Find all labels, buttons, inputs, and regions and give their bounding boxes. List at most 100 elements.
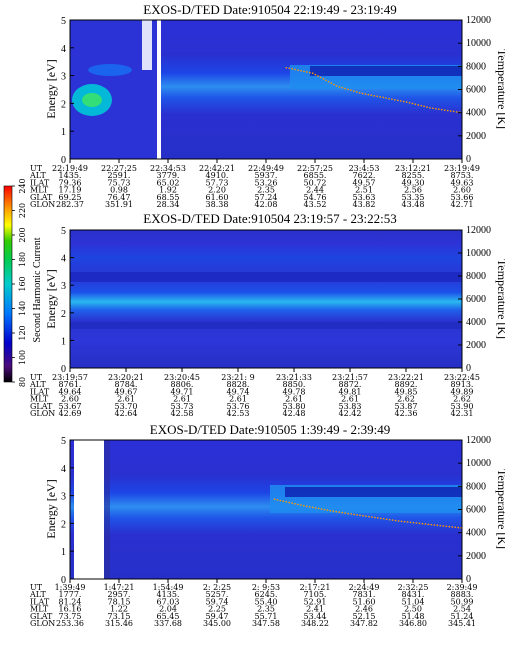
- colorbar-label: Second Harmonic Current: [32, 237, 43, 342]
- y2-tick-label: 6000: [466, 294, 486, 305]
- table-row-label: MLT: [30, 186, 49, 195]
- y2-tick-label: 0: [466, 574, 471, 585]
- table-cell: 42.58: [171, 409, 194, 418]
- table-cell: 57.73: [206, 178, 229, 187]
- y2-tick-label: 0: [466, 363, 471, 374]
- table-cell: 22:49:49: [248, 164, 284, 173]
- table-row-label: ILAT: [30, 387, 50, 396]
- y-tick-label: 5: [61, 436, 66, 447]
- table-cell: 2:39:49: [447, 583, 478, 592]
- table-cell: 8892.: [395, 380, 418, 389]
- table-row-label: GLON: [30, 200, 55, 209]
- table-cell: 8806.: [171, 380, 194, 389]
- table-cell: 2.56: [404, 186, 422, 195]
- table-cell: 49.57: [353, 178, 376, 187]
- y2-tick-label: 10000: [466, 248, 491, 259]
- table-cell: 2.54: [453, 605, 471, 614]
- table-row-label: GLAT: [30, 612, 53, 621]
- panel-2-dark-band: [70, 272, 462, 282]
- panel-1-y2label: Temperature [K]: [495, 49, 505, 129]
- table-cell: 2:17:21: [300, 583, 331, 592]
- table-cell: 53.83: [339, 402, 362, 411]
- table-cell: 1:47:21: [104, 583, 135, 592]
- panel-2-ylabel: Energy [eV]: [44, 269, 58, 328]
- y-tick-label: 1: [61, 127, 66, 138]
- table-cell: 22:42:21: [199, 164, 235, 173]
- table-cell: 42.48: [283, 409, 306, 418]
- table-cell: 68.55: [157, 193, 180, 202]
- table-cell: 61.60: [206, 193, 229, 202]
- table-cell: 337.68: [154, 619, 182, 628]
- table-cell: 2.61: [229, 395, 247, 404]
- table-cell: 347.82: [350, 619, 378, 628]
- panel-3-gap: [74, 440, 104, 579]
- table-cell: 8872.: [339, 380, 362, 389]
- y-tick-label: 2: [61, 309, 66, 320]
- table-cell: 2.61: [173, 395, 191, 404]
- panel-3-y2-ticks: 0 2000 4000 6000 8000 10000 12000: [458, 435, 491, 585]
- table-cell: 53.35: [402, 193, 425, 202]
- table-cell: 42.31: [451, 409, 474, 418]
- y2-tick-label: 6000: [466, 505, 486, 516]
- panel-3-title: EXOS-D/TED Date:910505 1:39:49 - 2:39:49: [150, 422, 390, 437]
- panel-2-y2-ticks: 0 2000 4000 6000 8000 10000 12000: [458, 225, 491, 374]
- table-cell: 51.48: [402, 612, 425, 621]
- table-cell: 16.16: [59, 605, 82, 614]
- table-cell: 8784.: [115, 380, 138, 389]
- panel-1-gap-b: [157, 20, 161, 159]
- table-cell: 49.67: [115, 387, 138, 396]
- table-cell: 53.26: [255, 178, 278, 187]
- table-cell: 52.15: [353, 612, 376, 621]
- table-cell: 2:32:25: [398, 583, 429, 592]
- table-cell: 1435.: [59, 171, 82, 180]
- colorbar-tick-label: 180: [18, 252, 27, 267]
- table-cell: 8255.: [402, 171, 425, 180]
- table-cell: 23:21:57: [332, 373, 368, 382]
- table-cell: 2.62: [453, 395, 471, 404]
- table-cell: 1777.: [59, 590, 82, 599]
- y-tick-label: 3: [61, 281, 66, 292]
- y2-tick-label: 4000: [466, 528, 486, 539]
- table-cell: 8761.: [59, 380, 82, 389]
- table-cell: 23:22:45: [444, 373, 480, 382]
- table-cell: 6855.: [304, 171, 327, 180]
- y2-tick-label: 0: [466, 154, 471, 165]
- table-cell: 345.00: [203, 619, 231, 628]
- table-cell: 1:39:49: [55, 583, 86, 592]
- table-cell: 8828.: [227, 380, 250, 389]
- table-cell: 6245.: [255, 590, 278, 599]
- y-tick-label: 4: [61, 254, 66, 265]
- table-cell: 22:34:53: [150, 164, 186, 173]
- table-cell: 53.63: [353, 193, 376, 202]
- table-cell: 22:19:49: [52, 164, 88, 173]
- table-cell: 51.04: [402, 597, 425, 606]
- panel-1-streak: [88, 64, 132, 76]
- table-cell: 53.73: [171, 402, 194, 411]
- table-cell: 2: 9:53: [252, 583, 280, 592]
- table-cell: 42.64: [115, 409, 138, 418]
- panel-1-ylabel: Energy [eV]: [44, 59, 58, 118]
- table-cell: 42.53: [227, 409, 250, 418]
- colorbar-tick-label: 100: [18, 350, 27, 365]
- y2-tick-label: 10000: [466, 458, 491, 469]
- table-cell: 79.36: [59, 178, 82, 187]
- table-cell: 2:24:49: [349, 583, 380, 592]
- y-tick-label: 2: [61, 99, 66, 110]
- y-tick-label: 1: [61, 336, 66, 347]
- panel-1-temperature-trace: [285, 66, 463, 114]
- y-tick-label: 0: [61, 155, 66, 166]
- table-cell: 52.91: [304, 597, 327, 606]
- table-row-label: UT: [30, 164, 43, 173]
- table-cell: 49.64: [59, 387, 82, 396]
- table-row-label: GLAT: [30, 402, 53, 411]
- table-cell: 4910.: [206, 171, 229, 180]
- table-cell: 2.61: [341, 395, 359, 404]
- table-cell: 2.60: [453, 186, 471, 195]
- colorbar-tick-label: 120: [18, 325, 27, 340]
- table-cell: 42.69: [59, 409, 82, 418]
- table-cell: 4135.: [157, 590, 180, 599]
- table-cell: 8753.: [451, 171, 474, 180]
- table-cell: 17.19: [59, 186, 82, 195]
